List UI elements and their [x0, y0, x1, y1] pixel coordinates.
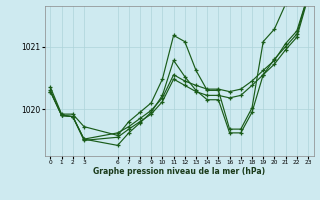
X-axis label: Graphe pression niveau de la mer (hPa): Graphe pression niveau de la mer (hPa): [93, 167, 265, 176]
